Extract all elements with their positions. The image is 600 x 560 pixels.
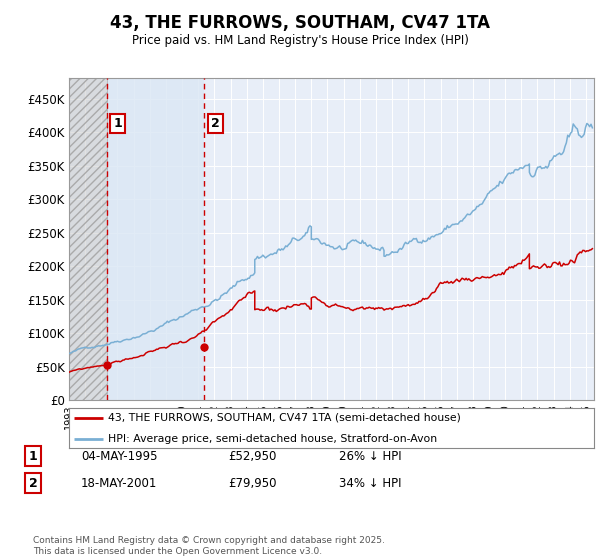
Text: £79,950: £79,950: [228, 477, 277, 490]
Text: 18-MAY-2001: 18-MAY-2001: [81, 477, 157, 490]
Text: 04-MAY-1995: 04-MAY-1995: [81, 450, 157, 463]
Text: 34% ↓ HPI: 34% ↓ HPI: [339, 477, 401, 490]
Bar: [107, 78, 205, 400]
Text: 1: 1: [113, 117, 122, 130]
Bar: [69, 78, 107, 400]
Text: Price paid vs. HM Land Registry's House Price Index (HPI): Price paid vs. HM Land Registry's House …: [131, 34, 469, 46]
Text: 43, THE FURROWS, SOUTHAM, CV47 1TA: 43, THE FURROWS, SOUTHAM, CV47 1TA: [110, 14, 490, 32]
Text: 2: 2: [211, 117, 220, 130]
Text: Contains HM Land Registry data © Crown copyright and database right 2025.
This d: Contains HM Land Registry data © Crown c…: [33, 536, 385, 556]
Text: HPI: Average price, semi-detached house, Stratford-on-Avon: HPI: Average price, semi-detached house,…: [109, 434, 437, 444]
Text: 26% ↓ HPI: 26% ↓ HPI: [339, 450, 401, 463]
Text: 1: 1: [29, 450, 37, 463]
Text: £52,950: £52,950: [228, 450, 277, 463]
Text: 2: 2: [29, 477, 37, 490]
Text: 43, THE FURROWS, SOUTHAM, CV47 1TA (semi-detached house): 43, THE FURROWS, SOUTHAM, CV47 1TA (semi…: [109, 413, 461, 423]
Bar: [69, 78, 107, 400]
